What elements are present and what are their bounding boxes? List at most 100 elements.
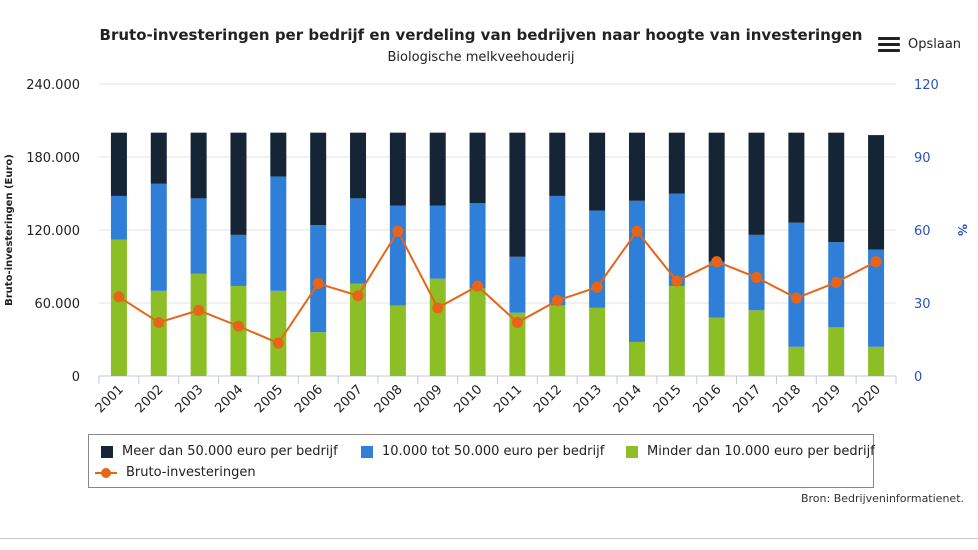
bar-segment-series-2 bbox=[429, 132, 446, 206]
bar-segment-series-1 bbox=[868, 249, 885, 347]
legend-swatch-line bbox=[95, 467, 117, 479]
bar-segment-series-0 bbox=[828, 327, 845, 376]
y-left-tick-label: 60.000 bbox=[35, 297, 81, 312]
legend-swatch-dark bbox=[101, 445, 113, 458]
x-tick-label: 2014 bbox=[611, 382, 645, 416]
x-tick-label: 2007 bbox=[332, 382, 366, 416]
line-point bbox=[631, 225, 643, 237]
bar-segment-series-1 bbox=[150, 183, 167, 291]
bar-segment-series-1 bbox=[190, 198, 207, 274]
bar-segment-series-2 bbox=[748, 132, 765, 235]
bar-segment-series-0 bbox=[270, 290, 287, 376]
bar-segment-series-0 bbox=[190, 273, 207, 376]
x-tick-label: 2009 bbox=[412, 382, 446, 416]
chart-title: Bruto-investeringen per bedrijf en verde… bbox=[99, 26, 863, 44]
y-left-axis-title: Bruto-investeringen (Euro) bbox=[4, 154, 15, 306]
bar-segment-series-2 bbox=[310, 132, 327, 226]
line-point bbox=[272, 337, 284, 349]
x-tick-label: 2006 bbox=[292, 382, 326, 416]
line-point bbox=[153, 316, 165, 328]
bar-segment-series-2 bbox=[389, 132, 406, 206]
legend-item-under-10000[interactable]: Minder dan 10.000 euro per bedrijf bbox=[626, 444, 875, 459]
y-left-tick-label: 120.000 bbox=[26, 224, 80, 239]
line-point bbox=[830, 276, 842, 288]
line-series-path bbox=[118, 229, 877, 345]
legend-label: Bruto-investeringen bbox=[126, 465, 256, 480]
bar-segment-series-1 bbox=[708, 261, 725, 318]
line-point bbox=[511, 316, 523, 328]
source-note: Bron: Bedrijveninformatienet. bbox=[800, 492, 964, 505]
line-point bbox=[591, 281, 603, 293]
bar-segment-series-1 bbox=[429, 205, 446, 279]
x-tick-label: 2003 bbox=[172, 382, 206, 416]
bar-segment-series-1 bbox=[549, 195, 566, 306]
bar-segment-series-2 bbox=[628, 132, 645, 201]
bar-segment-series-1 bbox=[509, 256, 526, 313]
bar-segment-series-0 bbox=[350, 283, 367, 376]
legend-item-over-50000[interactable]: Meer dan 50.000 euro per bedrijf bbox=[101, 444, 338, 459]
line-point bbox=[193, 304, 205, 316]
bar-segment-series-2 bbox=[350, 132, 367, 199]
line-point bbox=[870, 256, 882, 268]
bar-segment-series-0 bbox=[549, 305, 566, 376]
bar-segment-series-2 bbox=[509, 132, 526, 257]
line-point bbox=[751, 271, 763, 283]
bar-segment-series-2 bbox=[668, 132, 685, 194]
chart-legend: Meer dan 50.000 euro per bedrijf 10.000 … bbox=[88, 434, 875, 488]
bar-segment-series-1 bbox=[110, 195, 127, 240]
save-menu-button[interactable]: Opslaan bbox=[878, 34, 961, 54]
bar-segment-series-0 bbox=[589, 307, 606, 376]
bar-segment-series-1 bbox=[589, 210, 606, 308]
line-point bbox=[432, 302, 444, 314]
x-tick-label: 2013 bbox=[571, 382, 605, 416]
bar-segment-series-0 bbox=[310, 332, 327, 376]
menu-icon bbox=[878, 34, 900, 55]
bar-segment-series-1 bbox=[668, 193, 685, 286]
x-tick-label: 2017 bbox=[730, 382, 764, 416]
x-tick-label: 2016 bbox=[690, 382, 724, 416]
legend-item-10000-50000[interactable]: 10.000 tot 50.000 euro per bedrijf bbox=[361, 444, 604, 459]
x-tick-label: 2018 bbox=[770, 382, 804, 416]
bar-segment-series-1 bbox=[469, 203, 486, 289]
bar-segment-series-0 bbox=[668, 285, 685, 376]
legend-label: 10.000 tot 50.000 euro per bedrijf bbox=[382, 444, 605, 459]
legend-item-bruto-investeringen[interactable]: Bruto-investeringen bbox=[95, 465, 256, 480]
bar-segment-series-2 bbox=[469, 132, 486, 204]
bar-segment-series-2 bbox=[190, 132, 207, 199]
chart-subtitle: Biologische melkveehouderij bbox=[387, 50, 575, 65]
y-left-tick-label: 0 bbox=[72, 370, 80, 385]
legend-swatch-green bbox=[626, 445, 638, 458]
y-right-tick-label: 0 bbox=[914, 370, 922, 385]
bar-segment-series-0 bbox=[469, 288, 486, 376]
bar-segment-series-2 bbox=[589, 132, 606, 211]
bar-segment-series-2 bbox=[230, 132, 247, 235]
bar-segment-series-0 bbox=[150, 290, 167, 376]
bar-segment-series-2 bbox=[549, 132, 566, 196]
y-right-tick-label: 90 bbox=[914, 151, 931, 166]
line-point bbox=[790, 292, 802, 304]
line-point bbox=[671, 275, 683, 287]
bar-segment-series-2 bbox=[868, 135, 885, 250]
divider bbox=[0, 538, 978, 539]
bar-segment-series-2 bbox=[270, 132, 287, 177]
x-tick-label: 2002 bbox=[133, 382, 167, 416]
x-tick-label: 2001 bbox=[93, 382, 127, 416]
x-tick-label: 2005 bbox=[252, 382, 286, 416]
line-point bbox=[711, 256, 723, 268]
bar-segment-series-0 bbox=[628, 341, 645, 376]
bar-segment-series-2 bbox=[828, 132, 845, 243]
bar-segment-series-1 bbox=[350, 198, 367, 284]
x-tick-label: 2011 bbox=[491, 382, 525, 416]
bar-segment-series-1 bbox=[270, 176, 287, 291]
bar-segment-series-1 bbox=[389, 205, 406, 306]
bar-segment-series-1 bbox=[230, 234, 247, 286]
legend-swatch-blue bbox=[361, 445, 373, 458]
bar-segment-series-2 bbox=[150, 132, 167, 184]
bar-segment-series-1 bbox=[788, 222, 805, 347]
save-label: Opslaan bbox=[908, 36, 962, 52]
y-left-tick-label: 240.000 bbox=[26, 78, 80, 93]
bar-segment-series-1 bbox=[628, 200, 645, 342]
bar-segment-series-0 bbox=[509, 312, 526, 376]
line-point bbox=[392, 225, 404, 237]
